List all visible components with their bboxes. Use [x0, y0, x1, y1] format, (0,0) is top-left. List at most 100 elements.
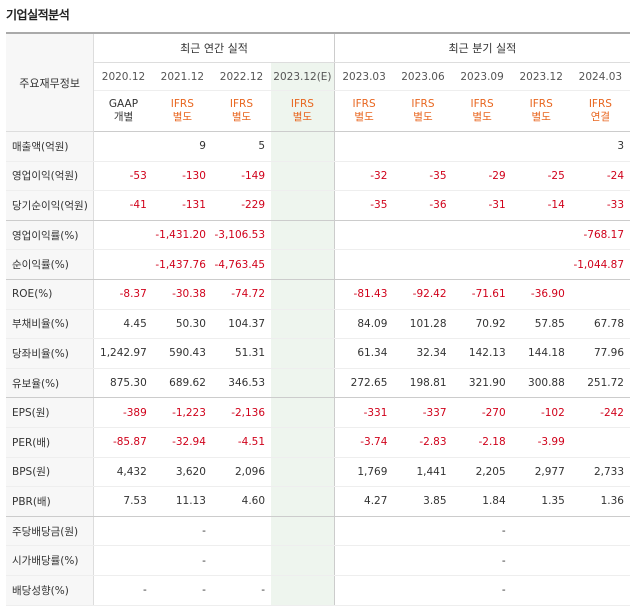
table-cell: 4.27	[333, 486, 394, 517]
table-cell: -35	[393, 161, 453, 192]
table-cell: -3.74	[333, 427, 394, 458]
table-cell: -1,044.87	[570, 249, 630, 280]
table-cell	[570, 427, 630, 458]
table-cell: -81.43	[333, 279, 394, 310]
table-cell: -92.42	[393, 279, 453, 310]
standard-header: IFRS 연결	[570, 90, 630, 132]
standard-header: GAAP 개별	[93, 90, 153, 132]
table-cell: -30.38	[152, 279, 212, 310]
table-cell: -31	[452, 190, 512, 221]
table-cell: -229	[211, 190, 272, 221]
table-cell: -85.87	[93, 427, 153, 458]
table-cell: -8.37	[93, 279, 153, 310]
table-cell	[333, 545, 394, 576]
row-label: BPS(원)	[6, 457, 95, 488]
table-cell	[271, 575, 335, 606]
table-cell: 4,432	[93, 457, 153, 488]
table-cell: -1,437.76	[152, 249, 212, 280]
table-cell: -2.18	[452, 427, 512, 458]
table-cell: 144.18	[511, 338, 571, 369]
standard-header: IFRS 별도	[333, 90, 394, 132]
table-cell: -331	[333, 397, 394, 428]
table-cell	[271, 397, 335, 428]
standard-type: IFRS	[529, 98, 553, 110]
standard-type: IFRS	[170, 98, 194, 110]
table-cell	[511, 545, 571, 576]
table-cell: 57.85	[511, 309, 571, 340]
row-label: ROE(%)	[6, 279, 95, 310]
table-cell: 689.62	[152, 368, 212, 399]
table-cell	[271, 249, 335, 280]
row-label: 영업이익(억원)	[6, 161, 95, 192]
row-label: 시가배당률(%)	[6, 545, 95, 576]
table-cell	[511, 516, 571, 547]
table-cell	[333, 131, 394, 162]
table-cell: -32	[333, 161, 394, 192]
table-cell	[393, 516, 453, 547]
table-cell	[271, 220, 335, 251]
table-cell: 70.92	[452, 309, 512, 340]
table-cell: 4.60	[211, 486, 272, 517]
table-cell: -242	[570, 397, 630, 428]
table-cell: 1,441	[393, 457, 453, 488]
standard-scope: 별도	[172, 111, 193, 123]
row-label: 주당배당금(원)	[6, 516, 95, 547]
standard-scope: 별도	[231, 111, 252, 123]
table-cell: 251.72	[570, 368, 630, 399]
table-cell	[271, 427, 335, 458]
standard-header: IFRS 별도	[511, 90, 571, 132]
table-cell: -36.90	[511, 279, 571, 310]
annual-group-header: 최근 연간 실적	[93, 32, 335, 63]
table-cell: -35	[333, 190, 394, 221]
table-cell	[93, 131, 153, 162]
table-cell: -	[211, 575, 272, 606]
table-cell	[271, 516, 335, 547]
standard-type: IFRS	[229, 98, 254, 110]
table-cell: -	[452, 516, 512, 547]
table-cell	[271, 309, 335, 340]
table-row: PER(배) -85.87 -32.94 -4.51 -3.74 -2.83 -2.18 -3…	[6, 427, 630, 458]
table-cell: -	[93, 575, 153, 606]
table-row: 시가배당률(%) - -	[6, 545, 630, 576]
standard-type: GAAP	[108, 98, 139, 110]
row-label: 당기순이익(억원)	[6, 190, 95, 221]
table-cell	[511, 249, 571, 280]
standard-header: IFRS 별도	[452, 90, 512, 132]
period-header: 2023.03	[333, 62, 394, 91]
table-cell: 3	[570, 131, 630, 162]
row-label: 부채비율(%)	[6, 309, 95, 340]
period-header: 2024.03	[570, 62, 630, 91]
table-cell	[393, 545, 453, 576]
table-cell: 875.30	[93, 368, 153, 399]
table-cell: -3.99	[511, 427, 571, 458]
table-cell	[271, 457, 335, 488]
table-cell	[271, 486, 335, 517]
period-header: 2020.12	[93, 62, 153, 91]
table-row: 당좌비율(%) 1,242.97 590.43 51.31 61.34 32.34 142.…	[6, 338, 630, 369]
table-cell: 142.13	[452, 338, 512, 369]
table-cell: -41	[93, 190, 153, 221]
standard-scope: 별도	[354, 111, 374, 123]
standard-scope: 연결	[590, 111, 611, 123]
standard-scope: 별도	[292, 111, 313, 123]
row-label: 당좌비율(%)	[6, 338, 95, 369]
table-cell: -130	[152, 161, 212, 192]
table-cell	[393, 575, 453, 606]
table-cell: 321.90	[452, 368, 512, 399]
table-cell: 1,769	[333, 457, 394, 488]
standard-type: IFRS	[352, 98, 376, 110]
table-cell	[333, 220, 394, 251]
table-cell: -33	[570, 190, 630, 221]
table-cell: -389	[93, 397, 153, 428]
standard-header: IFRS 별도	[152, 90, 212, 132]
table-cell: -1,431.20	[152, 220, 212, 251]
row-label: 유보율(%)	[6, 368, 95, 399]
table-cell	[93, 516, 153, 547]
table-cell	[570, 516, 630, 547]
table-cell: -29	[452, 161, 512, 192]
table-cell	[393, 131, 453, 162]
table-cell: 272.65	[333, 368, 394, 399]
standard-scope: 개별	[113, 111, 134, 123]
table-cell: 4.45	[93, 309, 153, 340]
table-cell: -2,136	[211, 397, 272, 428]
